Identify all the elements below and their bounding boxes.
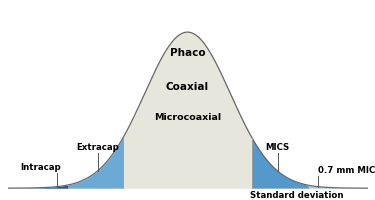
Text: Coaxial: Coaxial [166, 82, 209, 92]
Text: Intracap: Intracap [20, 163, 61, 172]
Text: MICS: MICS [266, 143, 290, 152]
Text: Microcoaxial: Microcoaxial [154, 113, 221, 122]
Text: Standard deviation: Standard deviation [250, 191, 344, 200]
Text: 0.7 mm MICS: 0.7 mm MICS [318, 166, 375, 175]
Text: Extracap: Extracap [76, 143, 119, 152]
Text: Phaco: Phaco [170, 48, 206, 58]
